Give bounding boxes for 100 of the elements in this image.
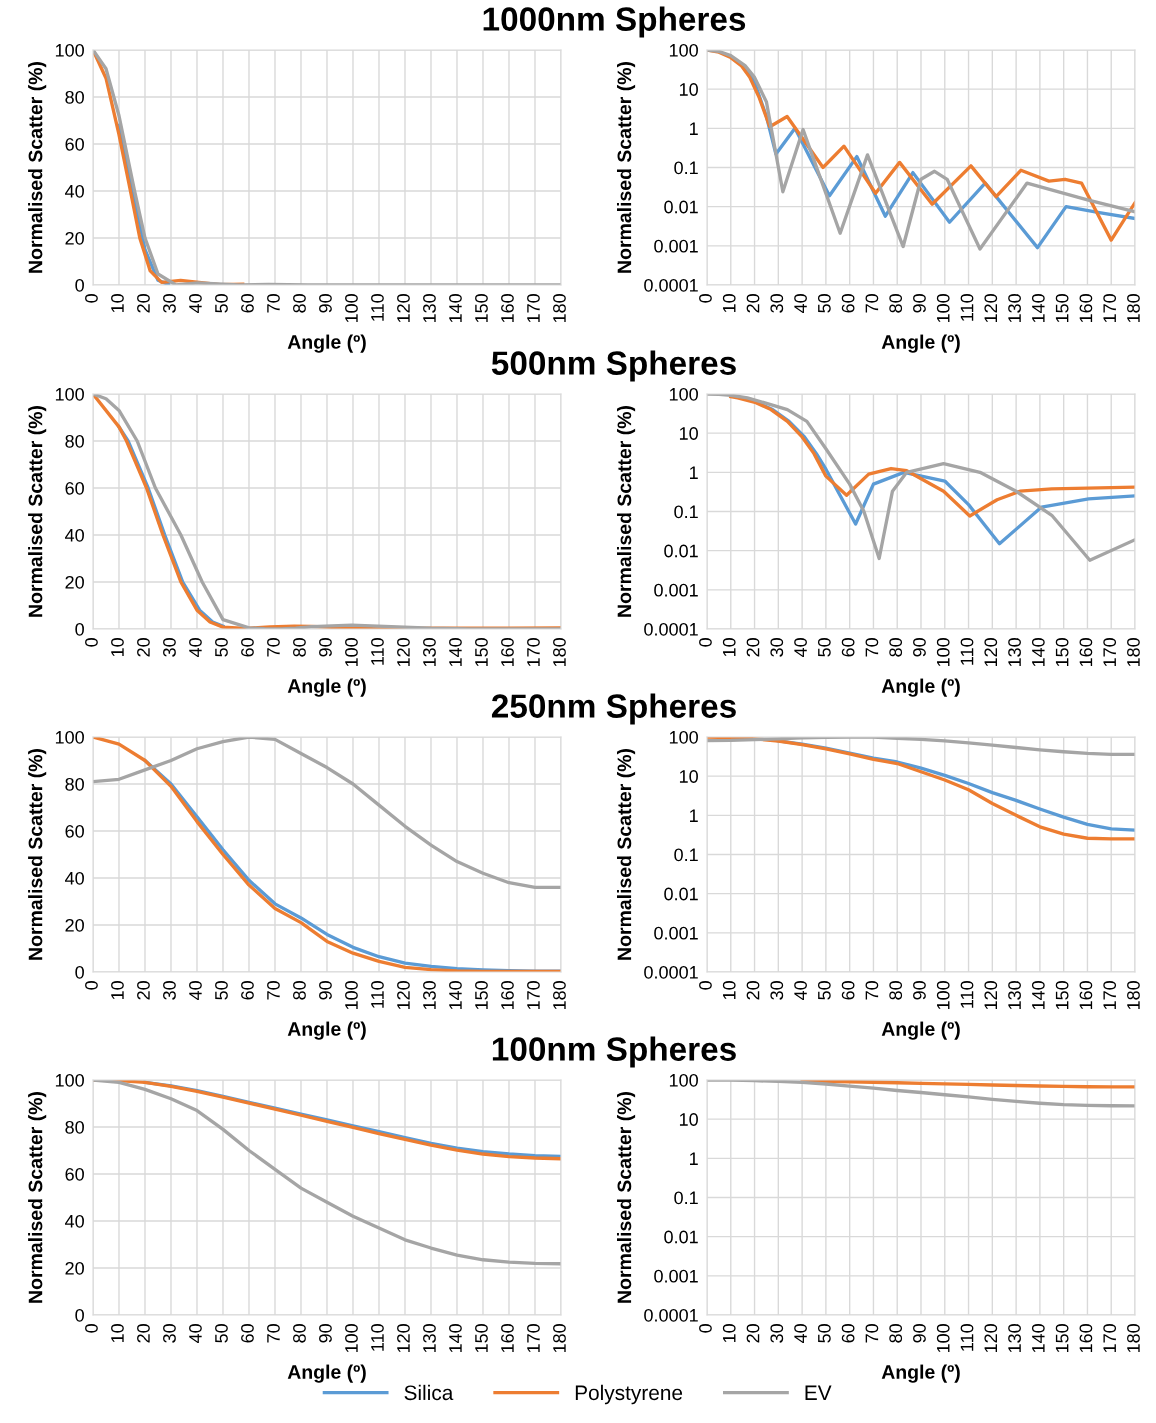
x-tick-label: 140 [449,1324,462,1353]
x-tick-label: 170 [527,294,540,323]
y-tick-label: 40 [65,528,84,542]
x-tick-label: 20 [137,294,150,313]
x-tick-label: 30 [163,638,176,657]
x-tick-label: 50 [215,294,228,313]
x-axis-title: Angle (º) [287,678,366,697]
x-tick-label: 60 [241,1324,254,1343]
x-tick-label: 30 [770,981,784,1000]
chart-title: 1000nm Spheres [483,6,746,38]
x-tick-label: 40 [794,981,807,1000]
x-tick-label: 80 [889,294,903,313]
chart-title: 250nm Spheres [491,693,736,725]
x-tick-label: 50 [817,294,831,313]
x-tick-label: 0 [699,638,712,647]
x-tick-label: 10 [722,981,736,1000]
x-tick-label: 90 [319,638,332,657]
x-tick-label: 70 [267,981,280,1000]
x-tick-label: 40 [189,638,202,657]
x-tick-label: 70 [267,638,280,657]
x-tick-label: 180 [1127,981,1140,1010]
x-tick-label: 20 [137,981,150,1000]
x-tick-label: 20 [746,638,760,657]
x-tick-label: 70 [865,1324,879,1343]
x-tick-label: 160 [1079,294,1093,323]
x-tick-label: 50 [817,638,831,657]
x-tick-label: 180 [1127,1324,1140,1353]
x-tick-label: 90 [319,294,332,313]
x-tick-label: 130 [1008,1324,1021,1353]
x-tick-label: 80 [889,1324,903,1343]
x-tick-label: 100 [345,1324,358,1353]
y-tick-label: 0.01 [664,544,698,558]
x-tick-label: 130 [423,638,436,667]
x-tick-label: 0 [699,981,712,990]
y-tick-label: 0.0001 [644,965,698,979]
y-tick-label: 1 [690,466,698,479]
x-tick-label: 30 [163,294,176,313]
x-tick-label: 150 [1055,294,1069,323]
x-tick-label: 150 [475,294,488,323]
y-tick-label: 0.01 [664,887,698,901]
x-tick-label: 160 [501,638,514,667]
x-tick-label: 150 [1055,638,1069,667]
x-tick-label: 60 [841,638,855,657]
y-tick-label: 100 [669,43,698,57]
x-tick-label: 80 [889,638,903,657]
y-tick-label: 0.0001 [644,1308,698,1322]
y-tick-label: 10 [679,770,698,783]
y-tick-label: 100 [55,43,84,57]
x-tick-label: 110 [371,1324,384,1351]
x-tick-label: 110 [960,981,974,1008]
y-tick-label: 60 [65,481,84,495]
x-tick-label: 100 [936,1324,950,1353]
y-tick-label: 0.0001 [644,278,698,292]
x-tick-label: 160 [1079,638,1093,667]
x-tick-label: 160 [1079,1324,1093,1353]
x-tick-label: 60 [241,981,254,1000]
legend-label: Silica [404,1384,454,1401]
x-tick-label: 70 [865,294,879,313]
x-tick-label: 90 [319,981,332,1000]
y-tick-label: 80 [65,434,84,448]
y-tick-label: 0.1 [674,1191,698,1205]
x-tick-label: 150 [1055,981,1069,1010]
x-tick-label: 60 [841,981,855,1000]
x-tick-label: 10 [722,1324,736,1343]
x-tick-label: 80 [293,638,306,657]
x-tick-label: 140 [1031,638,1045,667]
y-tick-label: 10 [679,83,698,96]
x-tick-label: 130 [1008,981,1021,1010]
x-tick-label: 160 [501,1324,514,1353]
x-tick-label: 160 [501,294,514,323]
y-tick-label: 0 [75,965,84,979]
x-tick-label: 120 [984,981,998,1010]
x-tick-label: 10 [111,638,124,657]
x-tick-label: 60 [241,638,254,657]
legend-label: Polystyrene [575,1384,683,1405]
x-tick-label: 40 [794,294,807,313]
x-tick-label: 40 [189,1324,202,1343]
y-tick-label: 100 [55,1073,84,1087]
x-tick-label: 30 [163,981,176,1000]
y-tick-label: 0.0001 [644,622,698,636]
y-tick-label: 60 [65,824,84,838]
x-axis-title: Angle (º) [287,1364,366,1383]
x-tick-label: 0 [699,294,712,303]
x-tick-label: 140 [1031,1324,1045,1353]
x-tick-label: 90 [913,638,926,657]
x-tick-label: 100 [936,638,950,667]
y-tick-label: 0.1 [674,505,698,519]
x-tick-label: 80 [293,1324,306,1343]
y-tick-label: 20 [65,575,84,589]
y-tick-label: 20 [65,231,84,245]
x-tick-label: 100 [936,981,950,1010]
y-tick-label: 0.01 [664,200,698,214]
x-tick-label: 80 [889,981,903,1000]
x-tick-label: 100 [345,638,358,667]
x-tick-label: 170 [1103,981,1117,1010]
x-tick-label: 60 [841,294,855,313]
x-tick-label: 50 [817,1324,831,1343]
x-tick-label: 70 [865,638,879,657]
x-tick-label: 120 [984,1324,998,1353]
y-tick-label: 80 [65,777,84,791]
